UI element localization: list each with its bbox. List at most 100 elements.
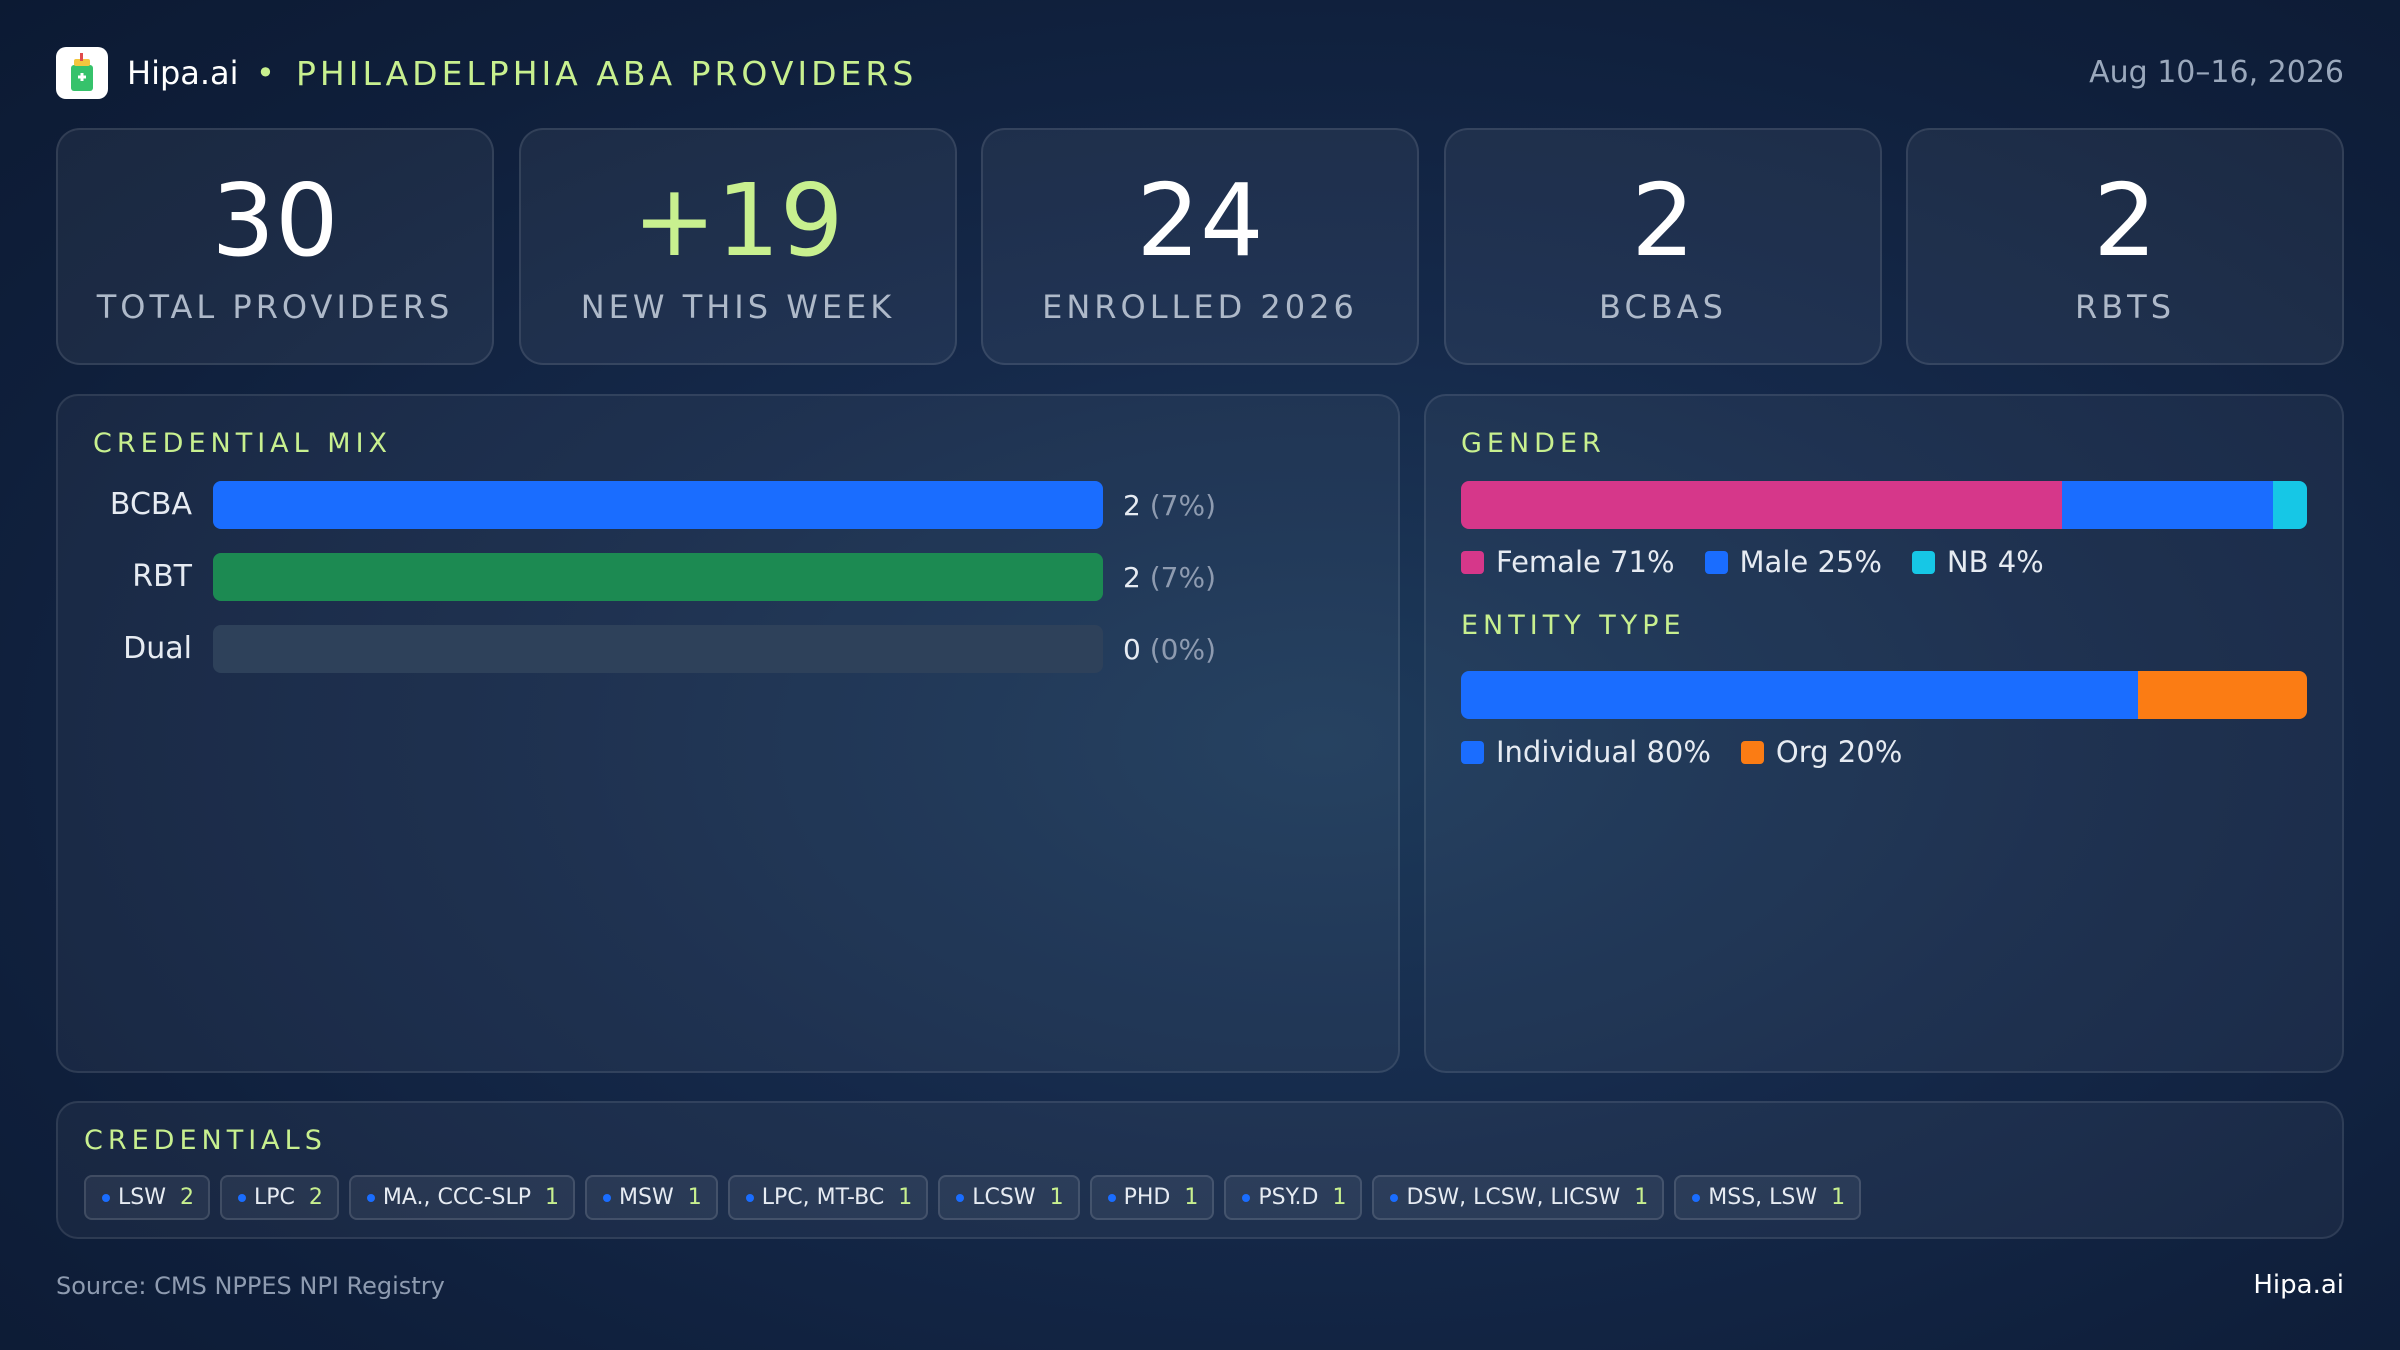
app-logo [56,47,108,99]
chip-count: 1 [1634,1185,1649,1210]
bar-track-rbt [213,553,1103,601]
legend-swatch [1704,550,1728,574]
legend-label: Individual 80% [1496,735,1711,769]
credential-chip[interactable]: LCSW 1 [938,1175,1080,1220]
chip-name: MSW [619,1185,674,1210]
source-note: Source: CMS NPPES NPI Registry [56,1272,445,1300]
legend-swatch [1461,550,1484,574]
chip-dot [1107,1193,1116,1202]
legend-label: Org 20% [1775,735,1903,769]
chip-count: 2 [308,1185,323,1210]
legend-label: NB 4% [1946,545,2044,579]
stat-value: 2 [2093,162,2157,279]
credential-chip[interactable]: MSS, LSW 1 [1674,1175,1862,1220]
bar-count: 2 [1123,561,1141,594]
credential-chip[interactable]: LSW 2 [84,1175,210,1220]
entity-type-legend: Individual 80% Org 20% [1461,735,1902,769]
legend-item-individual: Individual 80% [1461,735,1711,769]
chip-count: 1 [1332,1185,1347,1210]
bar-fill-bcba [213,481,1103,529]
chip-count: 1 [898,1185,913,1210]
legend-swatch [1740,740,1764,764]
chip-name: MSS, LSW [1708,1185,1818,1210]
stat-card-rbts: 2 RBTS [1906,128,2344,365]
credentials-title: CREDENTIALS [84,1125,327,1156]
legend-item-male: Male 25% [1704,545,1882,579]
bar-label-bcba: BCBA [109,487,192,522]
stat-card-total-providers: 30 TOTAL PROVIDERS [56,128,494,365]
credential-chip[interactable]: DSW, LCSW, LICSW 1 [1372,1175,1665,1220]
bar-label-dual: Dual [123,631,192,666]
chip-count: 1 [1049,1185,1064,1210]
chip-dot [603,1193,612,1202]
stat-label: TOTAL PROVIDERS [96,288,454,326]
stat-value: 30 [211,162,339,279]
cup-icon [71,53,93,91]
credential-mix-title: CREDENTIAL MIX [93,428,393,459]
chip-name: LCSW [972,1185,1036,1210]
gender-segment-male [2061,481,2274,529]
credential-chip-list: LSW 2 LPC 2 MA., CCC-SLP 1 MSW 1 LPC, MT-BC 1… [84,1175,1862,1220]
stat-label: ENROLLED 2026 [1042,288,1358,326]
gender-segment-female [1461,481,2062,529]
bar-count: 0 [1123,633,1141,666]
header-separator: • [256,54,275,92]
bar-percent: (0%) [1149,633,1217,666]
credentials-panel [56,1101,2344,1239]
chip-name: LSW [118,1185,166,1210]
legend-swatch [1461,740,1484,764]
footer-brand: Hipa.ai [2253,1270,2344,1300]
legend-item-org: Org 20% [1740,735,1903,769]
credential-chip[interactable]: PSY.D 1 [1224,1175,1363,1220]
legend-swatch [1911,550,1935,574]
chip-dot [102,1193,110,1202]
legend-item-nb: NB 4% [1911,545,2044,579]
credential-chip[interactable]: LPC 2 [219,1175,339,1220]
credential-chip[interactable]: LPC, MT-BC 1 [727,1175,929,1220]
stat-label: BCBAS [1599,288,1727,326]
page-title: PHILADELPHIA ABA PROVIDERS [296,54,918,93]
stat-label: RBTS [2074,288,2176,326]
stat-label: NEW THIS WEEK [580,288,896,326]
entity-segment-org [2137,671,2307,719]
chip-name: LPC, MT-BC [761,1185,885,1210]
gender-legend: Female 71% Male 25% NB 4% [1461,545,2044,579]
stat-value: +19 [632,162,844,279]
chip-dot [1242,1193,1251,1202]
entity-type-title: ENTITY TYPE [1461,610,1686,641]
bar-percent: (7%) [1149,489,1217,522]
bar-label-rbt: RBT [132,559,192,594]
bar-track-bcba [213,481,1103,529]
stat-card-new-this-week: +19 NEW THIS WEEK [519,128,957,365]
bar-value-bcba: 2 (7%) [1123,489,1216,522]
credential-chip[interactable]: MSW 1 [585,1175,718,1220]
entity-segment-individual [1461,671,2138,719]
brand-name: Hipa.ai [127,54,239,92]
chip-count: 2 [179,1185,194,1210]
chip-count: 1 [1184,1185,1199,1210]
chip-name: PSY.D [1258,1185,1319,1210]
bar-count: 2 [1123,489,1141,522]
chip-dot [1692,1193,1701,1202]
credential-chip[interactable]: PHD 1 [1089,1175,1215,1220]
chip-count: 1 [545,1185,560,1210]
legend-label: Male 25% [1739,545,1882,579]
stat-value: 24 [1136,162,1264,279]
chip-count: 1 [687,1185,702,1210]
bar-value-rbt: 2 (7%) [1123,561,1216,594]
chip-dot [366,1193,375,1202]
chip-dot [956,1193,965,1202]
gender-title: GENDER [1461,428,1606,459]
chip-name: PHD [1123,1185,1171,1210]
gender-segment-nb [2273,481,2307,529]
legend-item-female: Female 71% [1461,545,1675,579]
chip-count: 1 [1831,1185,1846,1210]
date-range: Aug 10–16, 2026 [2089,55,2344,90]
bar-percent: (7%) [1149,561,1217,594]
chip-name: LPC [253,1185,295,1210]
credential-chip[interactable]: MA., CCC-SLP 1 [348,1175,576,1220]
chip-dot [1390,1193,1399,1202]
chip-dot [745,1193,754,1202]
bar-track-dual [213,625,1103,673]
chip-dot [237,1193,246,1202]
